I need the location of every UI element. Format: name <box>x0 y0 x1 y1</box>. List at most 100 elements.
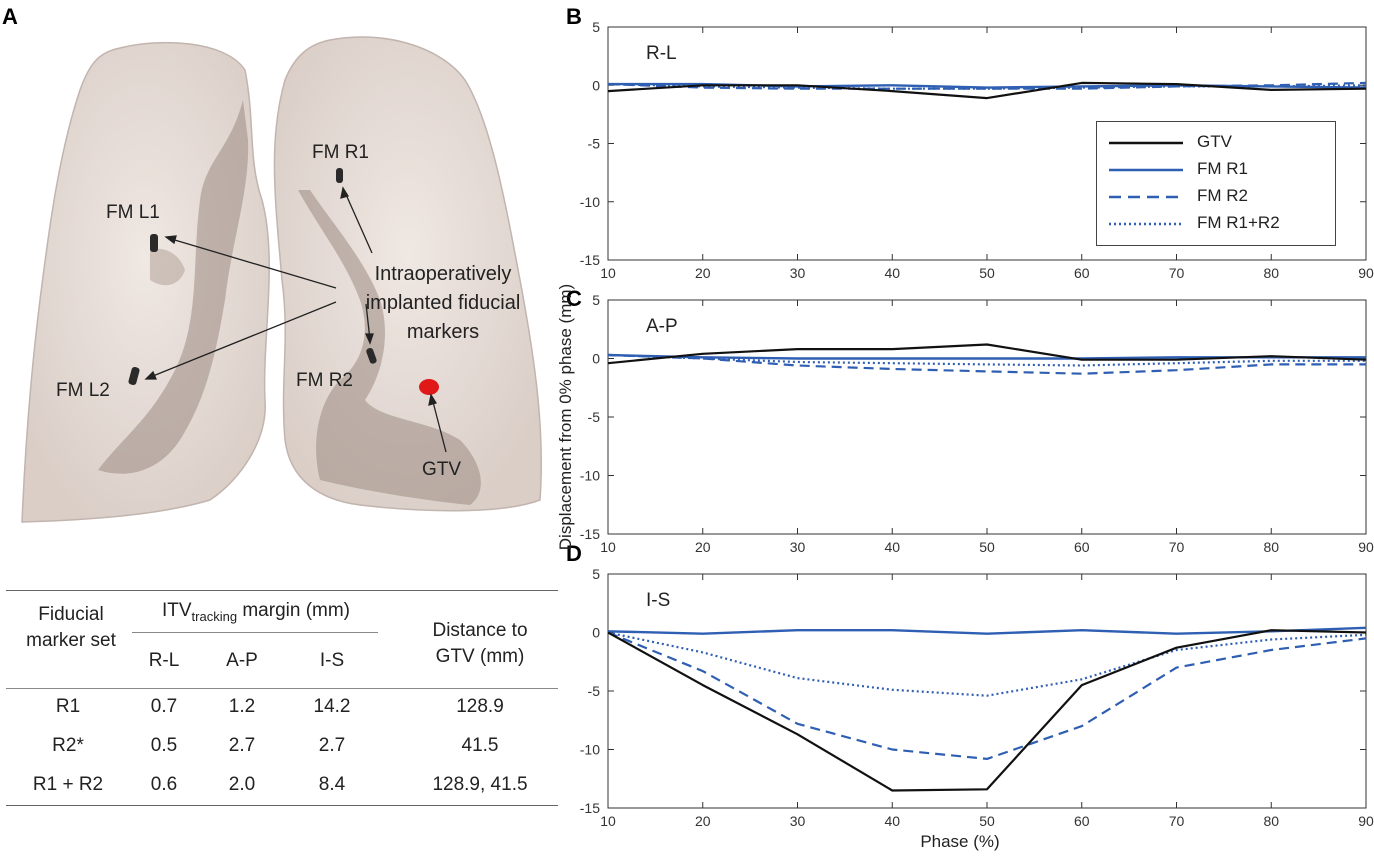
cell-ap: 1.2 <box>228 696 256 717</box>
y-tick-label: -15 <box>580 800 600 816</box>
callout-line-3: markers <box>406 321 480 343</box>
cell-is: 14.2 <box>313 696 351 717</box>
lung-left-shape <box>21 41 270 523</box>
label-gtv: GTV <box>422 459 462 480</box>
table-body: R1 0.7 1.2 14.2 128.9 R2* 0.5 2.7 2.7 41… <box>6 696 558 813</box>
itv-rule <box>132 632 378 633</box>
table-header-itv: ITVtracking margin (mm) <box>130 600 382 624</box>
airway-right <box>298 190 481 505</box>
cell-rl: 0.7 <box>150 696 178 717</box>
x-tick-label: 20 <box>695 539 711 555</box>
x-tick-label: 10 <box>600 813 616 829</box>
x-tick-label: 70 <box>1169 539 1185 555</box>
itv-suffix: margin (mm) <box>237 600 351 621</box>
legend-item-fm-r1r2: FM R1+R2 <box>1107 213 1333 235</box>
cell-ap: 2.7 <box>228 735 256 756</box>
y-tick-label: -5 <box>588 136 601 152</box>
x-tick-label: 40 <box>884 539 900 555</box>
itv-sub: tracking <box>191 608 238 624</box>
x-tick-label: 30 <box>790 539 806 555</box>
label-fm-r2: FM R2 <box>296 370 353 391</box>
table-top-rule <box>6 590 558 591</box>
header-set-line1: Fiducial <box>38 604 104 625</box>
cell-set: R1 + R2 <box>32 774 104 795</box>
table-row: R1 0.7 1.2 14.2 128.9 <box>6 696 558 735</box>
label-fm-r1: FM R1 <box>312 142 369 163</box>
plot-frame <box>607 573 1367 809</box>
series-line-fm-r1-r2 <box>607 631 1367 697</box>
x-tick-label: 90 <box>1358 539 1374 555</box>
y-tick-label: 0 <box>592 351 600 367</box>
cell-distance: 128.9 <box>456 696 504 717</box>
x-tick-label: 90 <box>1358 265 1374 281</box>
series-line-gtv <box>607 343 1367 365</box>
y-tick-label: -15 <box>580 252 600 268</box>
y-tick-label: -10 <box>580 194 600 210</box>
airway-left <box>98 100 249 474</box>
subheader-is: I-S <box>319 650 345 671</box>
callout-line-1: Intraoperatively <box>374 263 512 285</box>
label-fm-l1: FM L1 <box>106 202 160 223</box>
y-tick-label: -5 <box>588 409 601 425</box>
x-tick-label: 30 <box>790 265 806 281</box>
cell-is: 8.4 <box>318 774 346 795</box>
chart-title: R-L <box>646 43 677 64</box>
table-header-distance: Distance to GTV (mm) <box>400 618 560 670</box>
cell-distance: 128.9, 41.5 <box>432 774 528 795</box>
series-line-gtv <box>607 81 1367 100</box>
marker-l1 <box>150 234 158 252</box>
cell-rl: 0.6 <box>150 774 178 795</box>
series-line-fm-r1-r2 <box>607 353 1366 367</box>
cell-ap: 2.0 <box>228 774 256 795</box>
subheader-ap: A-P <box>226 650 258 671</box>
x-tick-label: 10 <box>600 265 616 281</box>
header-set-line2: marker set <box>26 630 116 651</box>
header-dist-line1: Distance to <box>432 620 528 641</box>
marker-r2 <box>366 347 377 364</box>
legend-label-fm-r2: FM R2 <box>1197 186 1248 205</box>
y-tick-label: 5 <box>592 19 600 35</box>
legend-swatch-fm-r1 <box>1109 168 1183 172</box>
x-tick-label: 60 <box>1074 813 1090 829</box>
x-tick-label: 30 <box>790 813 806 829</box>
marker-l2 <box>128 366 140 386</box>
legend-label-gtv: GTV <box>1197 132 1232 151</box>
x-tick-label: 10 <box>600 539 616 555</box>
chart-title: A-P <box>646 316 678 337</box>
y-tick-label: 0 <box>592 77 600 93</box>
callout-line-2: implanted fiducial <box>365 292 521 314</box>
legend: GTV FM R1 FM R2 FM R1+R2 <box>1096 121 1336 246</box>
x-tick-label: 80 <box>1263 539 1279 555</box>
series-line-fm-r2 <box>607 631 1367 761</box>
table-bottom-rule <box>6 805 558 806</box>
x-tick-label: 60 <box>1074 265 1090 281</box>
x-tick-label: 20 <box>695 265 711 281</box>
x-tick-label: 80 <box>1263 265 1279 281</box>
series-line-fm-r1 <box>607 626 1367 635</box>
legend-swatch-gtv <box>1109 141 1183 145</box>
y-tick-label: -15 <box>580 526 600 542</box>
y-tick-label: 5 <box>592 566 600 582</box>
table-row: R1 + R2 0.6 2.0 8.4 128.9, 41.5 <box>6 774 558 813</box>
legend-item-fm-r1: FM R1 <box>1107 159 1327 181</box>
panel-letter-d: D <box>566 541 582 566</box>
panel-letter-a: A <box>2 4 18 29</box>
legend-item-gtv: GTV <box>1107 132 1327 154</box>
x-tick-label: 90 <box>1358 813 1374 829</box>
series-line-fm-r2 <box>607 353 1366 375</box>
y-tick-label: -5 <box>588 683 601 699</box>
x-tick-label: 60 <box>1074 539 1090 555</box>
subheader-rl: R-L <box>148 650 180 671</box>
x-tick-label: 40 <box>884 813 900 829</box>
legend-swatch-fm-r1r2 <box>1109 222 1183 226</box>
legend-swatch-fm-r2 <box>1109 195 1183 199</box>
x-tick-label: 70 <box>1169 265 1185 281</box>
y-tick-label: 5 <box>592 292 600 308</box>
cell-distance: 41.5 <box>461 735 499 756</box>
cell-set: R2* <box>52 735 84 756</box>
legend-item-fm-r2: FM R2 <box>1107 186 1327 208</box>
panel-letter-b: B <box>566 4 582 29</box>
y-tick-label: -10 <box>580 742 600 758</box>
